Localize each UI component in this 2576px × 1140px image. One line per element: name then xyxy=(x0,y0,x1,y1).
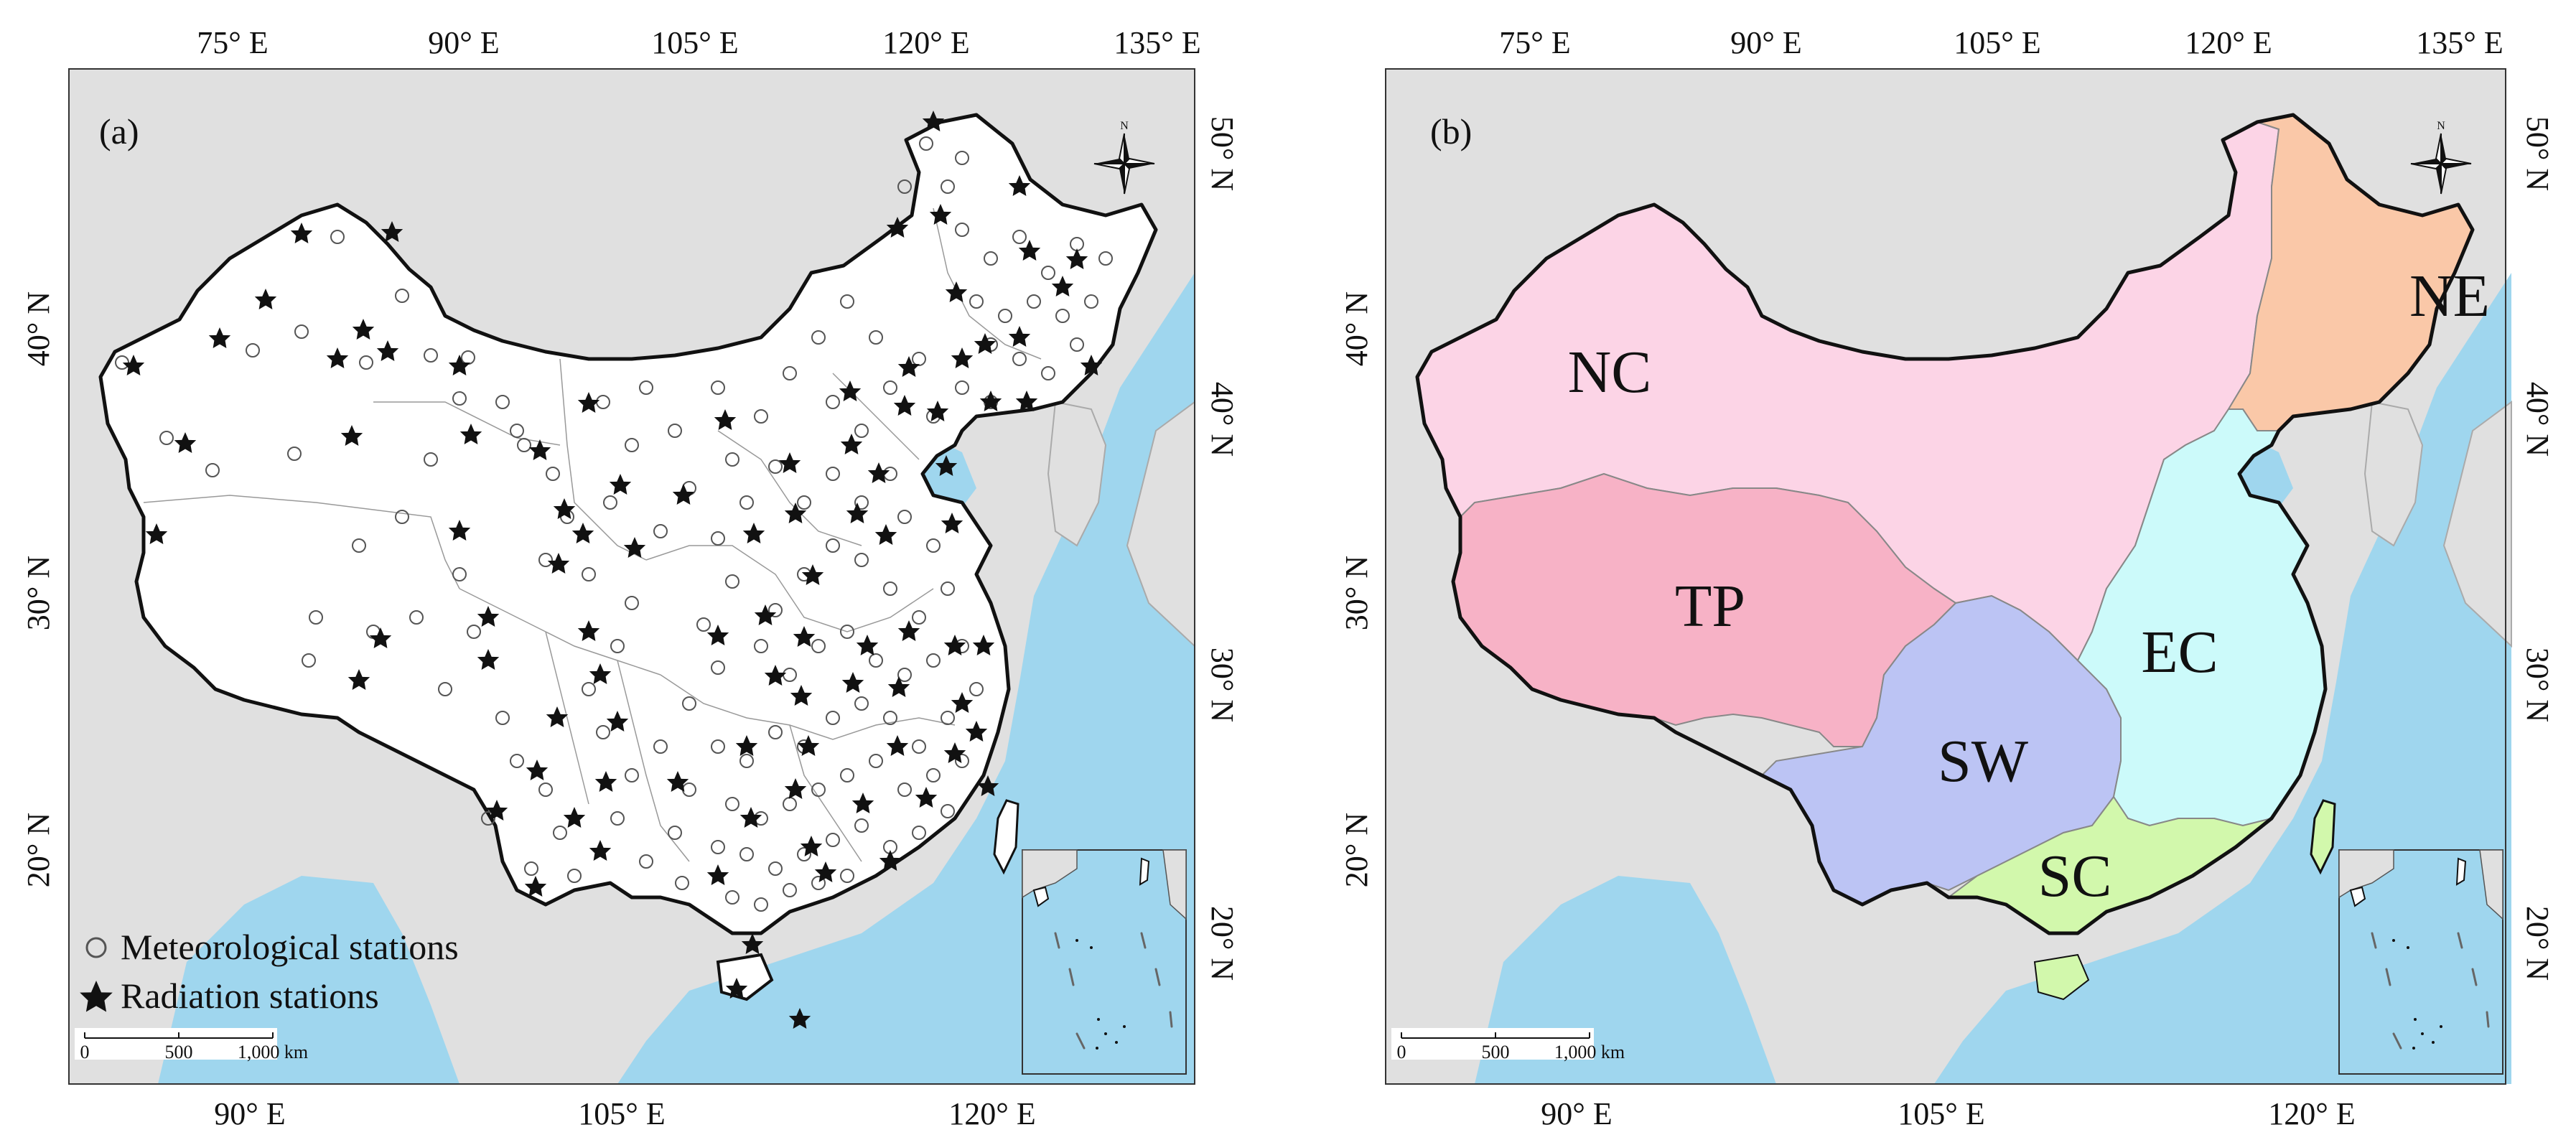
panel-b-region-map: NC NE TP EC SW SC N xyxy=(1288,0,2576,1140)
right-tick-a-40: 40° N xyxy=(1205,382,1240,457)
north-arrow-icon: N xyxy=(1093,120,1155,195)
scale-bar-a: 0 500 1,000 km xyxy=(75,1028,308,1062)
bottom-tick-b-90: 90° E xyxy=(1541,1096,1612,1131)
meteorological-station-markers xyxy=(115,136,1113,912)
bottom-tick-b-105: 105° E xyxy=(1898,1096,1984,1131)
japan-a xyxy=(1126,401,1195,648)
left-tick-b-40: 40° N xyxy=(1339,291,1374,366)
scale-bar-b: 0 500 1,000 km xyxy=(1391,1028,1625,1062)
hainan-b xyxy=(2033,953,2090,1001)
scale-label-0: 0 xyxy=(80,1042,90,1062)
scale-label-1000: 1,000 km xyxy=(1554,1042,1625,1062)
top-tick-b-90: 90° E xyxy=(1730,25,1801,60)
panel-label-b: (b) xyxy=(1430,111,1472,151)
japan-b xyxy=(2442,401,2512,648)
taiwan-a xyxy=(993,799,1019,875)
right-tick-a-50: 50° N xyxy=(1205,116,1240,191)
top-tick-b-135: 135° E xyxy=(2416,25,2503,60)
legend-circle-icon xyxy=(85,937,107,958)
right-tick-a-30: 30° N xyxy=(1205,648,1240,722)
legend-meteorological-label: Meteorological stations xyxy=(121,927,459,967)
legend-a: Meteorological stations Radiation statio… xyxy=(80,927,459,1016)
top-tick-b-105: 105° E xyxy=(1954,25,2040,60)
korea-b xyxy=(2363,401,2424,547)
taiwan-b xyxy=(2310,799,2336,875)
bottom-tick-a-120: 120° E xyxy=(948,1096,1035,1131)
china-outline-b xyxy=(1415,113,2475,935)
top-tick-a-105: 105° E xyxy=(651,25,738,60)
china-outline-a xyxy=(98,113,1158,935)
korea-a xyxy=(1047,401,1107,547)
svg-text:N: N xyxy=(2437,120,2445,132)
region-label-tp: TP xyxy=(1675,573,1745,640)
region-label-nc: NC xyxy=(1568,339,1652,406)
top-tick-a-75: 75° E xyxy=(197,25,268,60)
map-border-b xyxy=(1385,68,2506,1085)
region-label-ec: EC xyxy=(2141,619,2218,686)
left-tick-b-30: 30° N xyxy=(1339,556,1374,630)
map-b-svg: NC NE TP EC SW SC N xyxy=(1339,25,2555,1131)
map-border-a xyxy=(68,68,1195,1085)
bottom-tick-a-90: 90° E xyxy=(214,1096,285,1131)
scale-label-500: 500 xyxy=(165,1042,193,1062)
legend-radiation-label: Radiation stations xyxy=(121,976,379,1016)
top-tick-b-120: 120° E xyxy=(2185,25,2272,60)
top-tick-a-90: 90° E xyxy=(428,25,499,60)
map-a-svg: N 0 500 xyxy=(21,25,1240,1131)
right-tick-b-50: 50° N xyxy=(2520,116,2555,191)
top-tick-b-75: 75° E xyxy=(1499,25,1570,60)
right-tick-b-40: 40° N xyxy=(2520,382,2555,457)
bottom-tick-a-105: 105° E xyxy=(578,1096,665,1131)
south-china-sea-inset-b xyxy=(2338,849,2503,1075)
top-tick-a-135: 135° E xyxy=(1114,25,1200,60)
right-tick-a-20: 20° N xyxy=(1205,906,1240,981)
bottom-tick-b-120: 120° E xyxy=(2268,1096,2355,1131)
left-tick-b-20: 20° N xyxy=(1339,813,1374,887)
scale-label-0: 0 xyxy=(1397,1042,1406,1062)
left-tick-a-20: 20° N xyxy=(21,813,56,887)
right-tick-b-20: 20° N xyxy=(2520,906,2555,981)
north-arrow-icon: N xyxy=(2410,120,2472,195)
svg-text:N: N xyxy=(1120,120,1129,132)
panel-label-a: (a) xyxy=(99,111,139,151)
region-label-sc: SC xyxy=(2038,843,2112,910)
left-tick-a-30: 30° N xyxy=(21,556,56,630)
panel-a-station-map: N 0 500 xyxy=(21,25,1240,1131)
right-tick-b-30: 30° N xyxy=(2520,648,2555,722)
scale-label-500: 500 xyxy=(1482,1042,1510,1062)
scale-label-1000: 1,000 km xyxy=(238,1042,308,1062)
region-label-sw: SW xyxy=(1938,728,2029,795)
left-tick-a-40: 40° N xyxy=(21,291,56,366)
region-label-ne: NE xyxy=(2409,263,2490,330)
top-tick-a-120: 120° E xyxy=(882,25,969,60)
south-china-sea-inset-a xyxy=(1022,849,1187,1075)
